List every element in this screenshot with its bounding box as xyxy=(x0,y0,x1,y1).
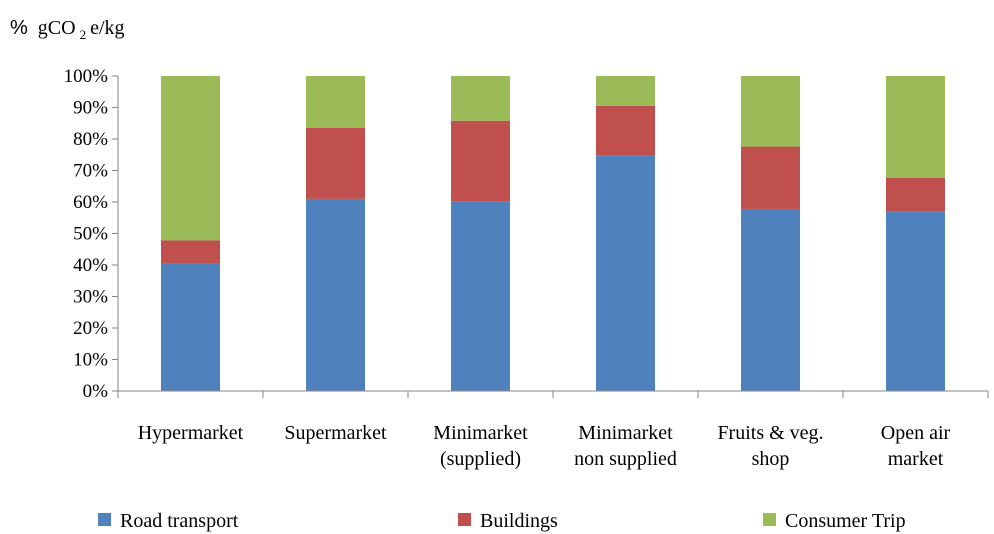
legend-swatch xyxy=(458,513,471,526)
y-tick-label: 70% xyxy=(73,161,108,182)
y-axis-title-prefix: % xyxy=(10,17,28,39)
legend-item: Consumer Trip xyxy=(763,510,906,532)
x-tick-label: Open air xyxy=(881,422,951,444)
bar-segment-buildings xyxy=(451,120,510,202)
legend-swatch xyxy=(98,513,111,526)
legend-item: Buildings xyxy=(458,510,558,532)
legend-label: Road transport xyxy=(120,510,239,532)
legend-item: Road transport xyxy=(98,510,239,532)
x-tick-label: Fruits & veg. xyxy=(717,422,823,444)
bar-segment-road-transport xyxy=(596,155,655,391)
y-tick-label: 20% xyxy=(73,318,108,339)
x-tick-label: Minimarket xyxy=(433,422,528,444)
y-tick-label: 40% xyxy=(73,255,108,276)
bar-segment-road-transport xyxy=(306,198,365,391)
bar-segment-buildings xyxy=(596,105,655,156)
bar-segment-consumer-trip xyxy=(741,76,800,147)
y-tick-label: 50% xyxy=(73,224,108,245)
legend-label: Consumer Trip xyxy=(785,510,906,532)
x-tick-label: market xyxy=(888,448,944,470)
plot-area: 0% 10% 20% 30% 40% 50% 60% 70% 80% 90% 100% Hyperma… xyxy=(64,66,989,470)
y-tick-label: 60% xyxy=(73,192,108,213)
bar-segment-consumer-trip xyxy=(451,76,510,121)
legend-swatch xyxy=(763,513,776,526)
bar-segment-buildings xyxy=(741,146,800,209)
bar-segment-consumer-trip xyxy=(306,76,365,128)
y-tick-label: 90% xyxy=(73,98,108,119)
x-tick-label: Supermarket xyxy=(284,422,387,444)
bar-segment-road-transport xyxy=(741,208,800,391)
legend-label: Buildings xyxy=(480,510,558,532)
x-tick-label: Minimarket xyxy=(578,422,673,444)
y-axis-title: % gCO 2 e/kg xyxy=(10,17,125,43)
x-tick-label: non supplied xyxy=(574,448,677,470)
bar-segment-road-transport xyxy=(886,211,945,391)
y-tick-label: 100% xyxy=(64,66,109,87)
x-tick-label: shop xyxy=(752,448,790,470)
bar-segment-consumer-trip xyxy=(161,76,220,241)
bar-segment-buildings xyxy=(886,177,945,212)
y-tick-label: 30% xyxy=(73,287,108,308)
y-tick-label: 80% xyxy=(73,129,108,150)
bar-segment-consumer-trip xyxy=(596,76,655,106)
bar-segment-consumer-trip xyxy=(886,76,945,178)
bar-segment-buildings xyxy=(306,127,365,199)
x-tick-label: Hypermarket xyxy=(138,422,244,444)
y-tick-label: 0% xyxy=(83,381,109,402)
x-tick-label: (supplied) xyxy=(440,448,521,470)
y-axis-title-unit-post: e/kg xyxy=(90,17,124,39)
legend: Road transport Buildings Consumer Trip xyxy=(98,510,906,532)
bar-segment-road-transport xyxy=(161,263,220,391)
y-axis-title-unit-pre: gCO xyxy=(38,17,76,39)
bar-segment-road-transport xyxy=(451,201,510,391)
y-tick-label: 10% xyxy=(73,350,108,371)
y-axis-title-unit-sub: 2 xyxy=(80,27,87,42)
bar-segment-buildings xyxy=(161,240,220,264)
